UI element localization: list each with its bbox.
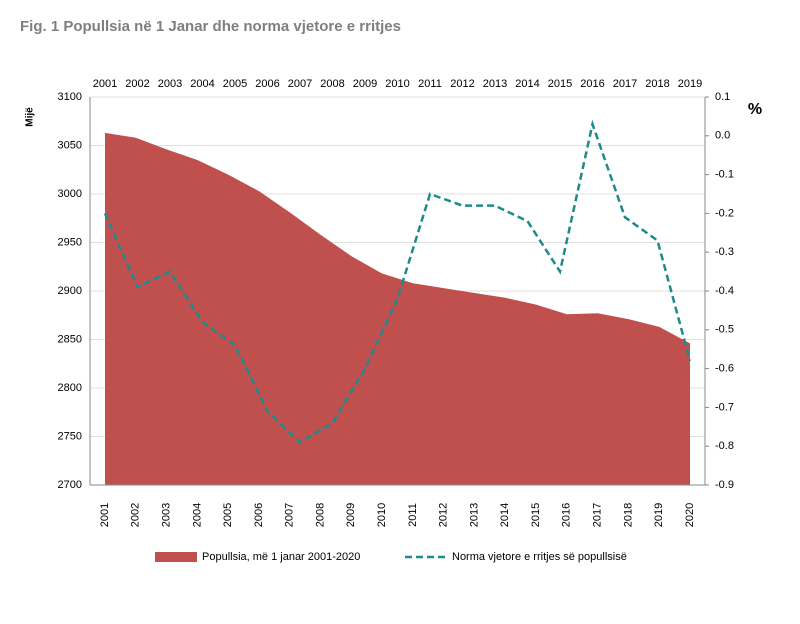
y-tick-label: 3100 [58,91,82,103]
x2-tick-label: 2009 [353,78,377,90]
x-tick-label: 2014 [499,503,511,527]
y-tick-label: 3050 [58,139,82,151]
x-tick-label: 2007 [284,503,296,527]
x2-tick-label: 2007 [288,78,312,90]
x-tick-label: 2020 [684,503,696,527]
legend-label: Norma vjetore e rritjes së popullsisë [452,551,627,563]
x2-tick-label: 2005 [223,78,247,90]
x2-tick-label: 2002 [125,78,149,90]
x2-tick-label: 2015 [548,78,572,90]
y2-tick-label: -0.7 [715,401,734,413]
line [103,119,692,444]
y2-tick-label: -0.3 [715,246,734,258]
y2-tick-label: -0.9 [715,479,734,491]
y2-tick-label: -0.8 [715,440,734,452]
legend-swatch [155,552,197,562]
x-tick-label: 2015 [530,503,542,527]
x-tick-label: 2017 [592,503,604,527]
x2-tick-label: 2004 [190,78,214,90]
x2-tick-label: 2001 [93,78,117,90]
y-tick-label: 2850 [58,333,82,345]
x2-tick-label: 2013 [483,78,507,90]
x-tick-label: 2012 [438,503,450,527]
x-tick-label: 2003 [160,503,172,527]
x-tick-label: 2001 [99,503,111,527]
y-tick-label: 2700 [58,479,82,491]
y2-axis-label: % [748,101,762,118]
x-tick-label: 2018 [622,503,634,527]
y2-tick-label: -0.2 [715,207,734,219]
y-tick-label: 2750 [58,430,82,442]
x2-tick-label: 2017 [613,78,637,90]
y2-tick-label: 0.1 [715,91,730,103]
x2-tick-label: 2006 [255,78,279,90]
x-tick-label: 2016 [561,503,573,527]
x-tick-label: 2009 [345,503,357,527]
x-tick-label: 2010 [376,503,388,527]
y2-tick-label: -0.1 [715,169,734,181]
x2-tick-label: 2014 [515,78,539,90]
y2-tick-label: 0.0 [715,130,730,142]
chart-title: Fig. 1 Popullsia në 1 Janar dhe norma vj… [20,18,401,35]
x2-tick-label: 2012 [450,78,474,90]
x2-tick-label: 2019 [678,78,702,90]
y-tick-label: 2900 [58,285,82,297]
y2-tick-label: -0.5 [715,324,734,336]
x2-tick-label: 2010 [385,78,409,90]
legend-label: Popullsia, më 1 janar 2001-2020 [202,551,360,563]
x-tick-label: 2004 [191,503,203,527]
x-tick-label: 2002 [130,503,142,527]
x2-tick-label: 2003 [158,78,182,90]
y-tick-label: 2800 [58,382,82,394]
area [105,132,690,485]
y-tick-label: 2950 [58,236,82,248]
x-tick-label: 2019 [653,503,665,527]
x-tick-label: 2013 [468,503,480,527]
x2-tick-label: 2018 [645,78,669,90]
y2-tick-label: -0.6 [715,363,734,375]
x2-tick-label: 2016 [580,78,604,90]
x2-tick-label: 2008 [320,78,344,90]
y2-tick-label: -0.4 [715,285,734,297]
y-tick-label: 3000 [58,188,82,200]
x-tick-label: 2005 [222,503,234,527]
x2-tick-label: 2011 [418,78,442,90]
x-tick-label: 2006 [253,503,265,527]
x-tick-label: 2008 [314,503,326,527]
y-axis-label: Mijë [25,107,36,127]
x-tick-label: 2011 [407,503,419,527]
